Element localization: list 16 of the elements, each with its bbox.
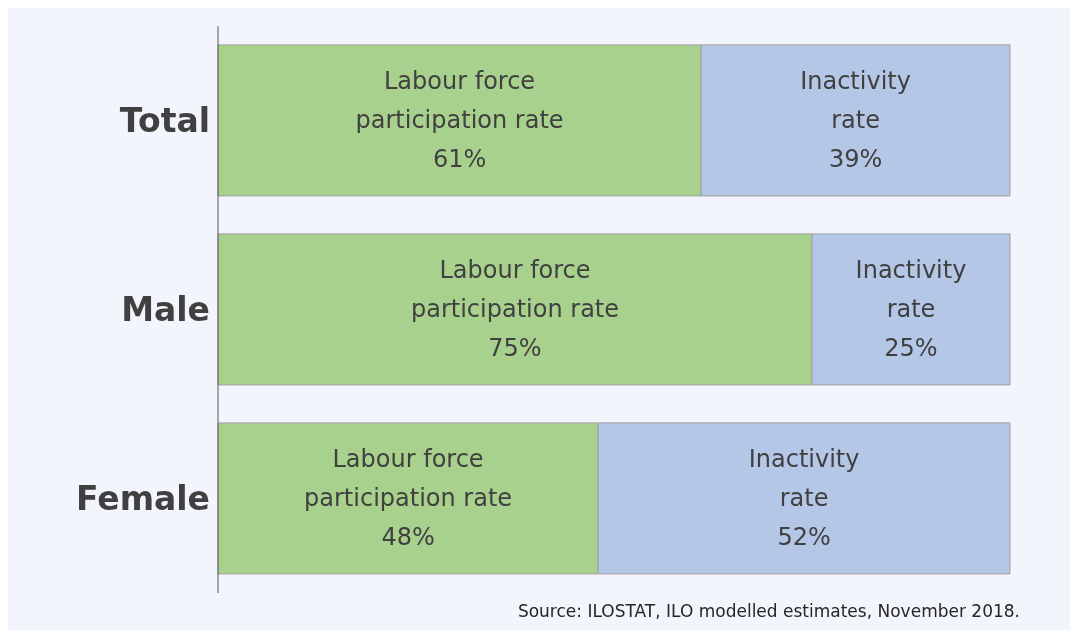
y-tick-label: Male xyxy=(121,290,210,330)
y-tick-label: Female xyxy=(76,479,210,519)
data-label: 61% xyxy=(432,145,487,174)
text: Inactivity rate xyxy=(748,445,860,513)
data-label: 39% xyxy=(828,145,883,174)
series-label: Inactivity rate xyxy=(855,256,967,324)
text: Inactivity rate xyxy=(800,67,911,135)
source-note: Source: ILOSTAT, ILO modelled estimates, November 2018. xyxy=(516,601,1021,621)
y-tick-label: Total xyxy=(119,101,210,141)
text: Labour force participation rate xyxy=(355,67,564,135)
data-label: 25% xyxy=(884,334,938,363)
data-label: 75% xyxy=(488,334,542,363)
data-label: 52% xyxy=(777,523,831,552)
text: Labour force participation rate xyxy=(304,445,513,513)
data-label: 48% xyxy=(381,523,435,552)
series-label: Labour force participation rate xyxy=(410,256,620,324)
